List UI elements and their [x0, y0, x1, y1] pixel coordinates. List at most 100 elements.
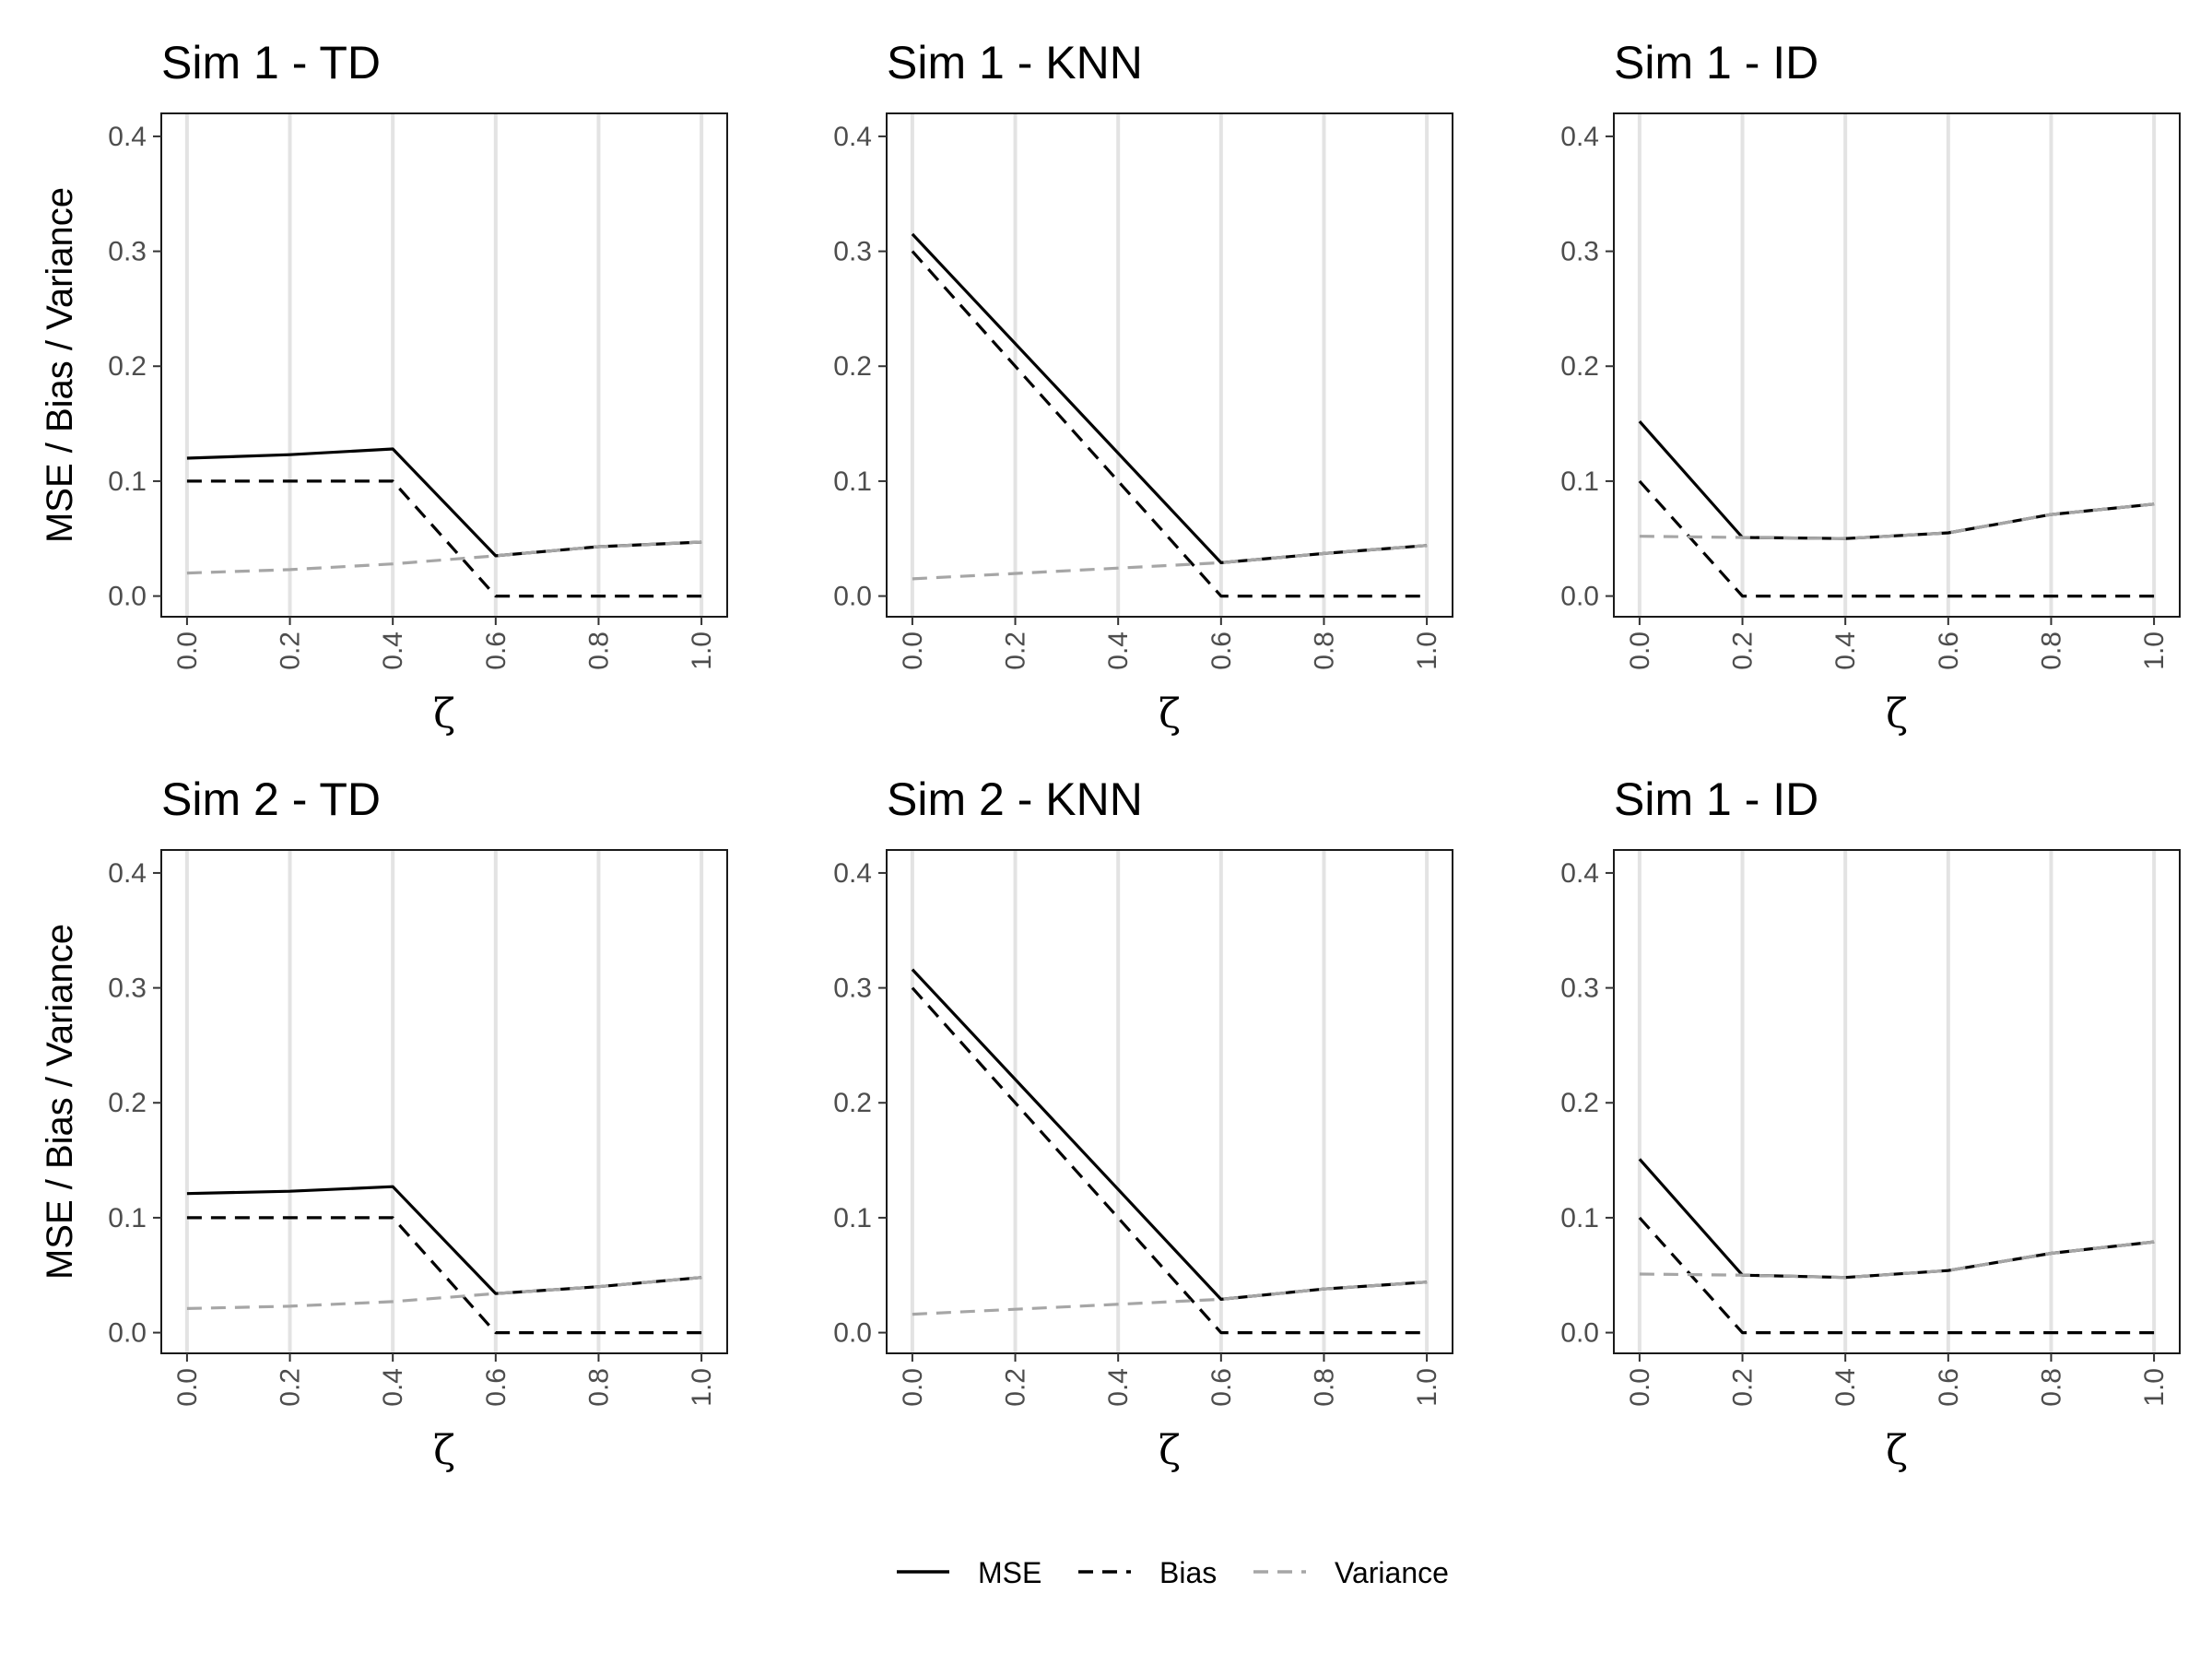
y-tick-label: 0.4 — [833, 858, 872, 889]
x-tick-label: 1.0 — [687, 1368, 717, 1407]
y-tick-label: 0.1 — [833, 1203, 872, 1233]
y-tick-label: 0.1 — [108, 1203, 147, 1233]
y-tick-label: 0.4 — [833, 122, 872, 152]
x-tick-label: 0.8 — [583, 631, 614, 670]
series-line-variance — [1639, 502, 2155, 540]
panel-title: Sim 2 - TD — [161, 773, 381, 825]
y-tick-label: 0.3 — [833, 974, 872, 1004]
y-tick-label: 0.2 — [108, 1088, 147, 1118]
series-line-bias — [1638, 1216, 2155, 1335]
x-tick-label: 0.8 — [583, 1368, 614, 1407]
x-tick-label: 0.2 — [276, 1368, 306, 1407]
x-axis-title: ζ — [433, 1427, 455, 1474]
x-tick-label: 0.2 — [1001, 631, 1031, 670]
y-axis-title: MSE / Bias / Variance — [40, 187, 80, 543]
x-tick-label: 0.8 — [2036, 1368, 2066, 1407]
x-tick-label: 0.6 — [1934, 631, 1964, 670]
x-axis-title: ζ — [1159, 690, 1181, 738]
series-line-mse — [186, 447, 702, 558]
y-tick-label: 0.1 — [1560, 1203, 1599, 1233]
x-tick-label: 0.4 — [1103, 1368, 1134, 1407]
panel-border — [160, 849, 728, 1354]
x-tick-label: 0.4 — [1830, 1368, 1861, 1407]
series-line-variance — [186, 1276, 702, 1310]
y-tick-label: 0.3 — [833, 237, 872, 267]
series-line-bias — [186, 479, 702, 598]
x-tick-label: 0.6 — [1206, 1368, 1237, 1407]
panel-2: 0.0 0.1 0.2 0.3 0.4 0.0 0.2 0.4 0.6 0.8 1.0 Sim 1 -… — [833, 37, 1453, 738]
panel-background — [887, 113, 1453, 617]
y-tick-label: 0.4 — [108, 858, 147, 889]
panel-title: Sim 1 - ID — [1614, 773, 1818, 825]
x-tick-label: 0.8 — [1309, 1368, 1339, 1407]
y-tick-label: 0.3 — [1560, 237, 1599, 267]
x-axis-title: ζ — [1159, 1427, 1181, 1474]
legend-label-variance: Variance — [1335, 1556, 1449, 1589]
x-tick-label: 0.0 — [1625, 1368, 1655, 1407]
y-axis-title: MSE / Bias / Variance — [40, 924, 80, 1280]
series-line-mse — [1638, 420, 2155, 540]
panel-4: 0.0 0.1 0.2 0.3 0.4 0.0 0.2 0.4 0.6 0.8 1.0 Sim 2 -… — [40, 773, 728, 1474]
panel-3: 0.0 0.1 0.2 0.3 0.4 0.0 0.2 0.4 0.6 0.8 1.0 Sim 1 -… — [1560, 37, 2181, 738]
series-line-mse — [186, 1185, 702, 1295]
x-tick-label: 1.0 — [687, 631, 717, 670]
x-tick-label: 0.0 — [898, 631, 928, 670]
panel-title: Sim 1 - TD — [161, 37, 381, 89]
panel-border — [886, 112, 1453, 618]
x-tick-label: 0.6 — [1934, 1368, 1964, 1407]
panel-background — [161, 113, 727, 617]
series-line-bias — [911, 250, 1428, 598]
x-tick-label: 0.0 — [172, 1368, 203, 1407]
x-tick-label: 0.0 — [172, 631, 203, 670]
panel-border — [1613, 849, 2181, 1354]
y-tick-label: 0.2 — [1560, 1088, 1599, 1118]
y-tick-label: 0.0 — [1560, 1318, 1599, 1349]
series-line-bias — [1638, 479, 2155, 598]
y-tick-label: 0.4 — [1560, 858, 1599, 889]
series-line-variance — [1639, 1240, 2155, 1280]
x-tick-label: 0.4 — [1103, 631, 1134, 670]
y-tick-label: 0.0 — [833, 1318, 872, 1349]
y-tick-label: 0.2 — [1560, 351, 1599, 382]
y-tick-label: 0.4 — [1560, 122, 1599, 152]
x-axis-title: ζ — [433, 690, 455, 738]
panel-6: 0.0 0.1 0.2 0.3 0.4 0.0 0.2 0.4 0.6 0.8 1.0 Sim 1 -… — [1560, 773, 2181, 1474]
x-tick-label: 0.2 — [276, 631, 306, 670]
legend-label-mse: MSE — [978, 1556, 1041, 1589]
y-tick-label: 0.1 — [1560, 466, 1599, 497]
legend-label-bias: Bias — [1159, 1556, 1217, 1589]
panel-1: 0.0 0.1 0.2 0.3 0.4 0.0 0.2 0.4 0.6 0.8 1.0 Sim 1 -… — [40, 37, 728, 738]
legend: MSE Bias Variance — [897, 1556, 1449, 1589]
x-tick-label: 0.8 — [1309, 631, 1339, 670]
series-line-variance — [186, 540, 702, 575]
x-tick-label: 1.0 — [2139, 1368, 2170, 1407]
y-tick-label: 0.0 — [108, 582, 147, 612]
y-tick-label: 0.0 — [833, 582, 872, 612]
panel-border — [160, 112, 728, 618]
panel-background — [1614, 113, 2180, 617]
x-tick-label: 0.4 — [378, 1368, 408, 1407]
panel-title: Sim 1 - KNN — [887, 37, 1143, 89]
y-tick-label: 0.3 — [1560, 974, 1599, 1004]
x-axis-title: ζ — [1886, 1427, 1908, 1474]
series-line-variance — [912, 1280, 1428, 1316]
series-line-bias — [186, 1216, 702, 1335]
x-tick-label: 0.4 — [1830, 631, 1861, 670]
y-tick-label: 0.1 — [108, 466, 147, 497]
panel-background — [887, 850, 1453, 1353]
panel-5: 0.0 0.1 0.2 0.3 0.4 0.0 0.2 0.4 0.6 0.8 1.0 Sim 2 -… — [833, 773, 1453, 1474]
x-tick-label: 0.2 — [1728, 1368, 1759, 1407]
panel-border — [886, 849, 1453, 1354]
x-tick-label: 0.6 — [481, 631, 512, 670]
x-tick-label: 0.8 — [2036, 631, 2066, 670]
y-tick-label: 0.3 — [108, 237, 147, 267]
panel-title: Sim 2 - KNN — [887, 773, 1143, 825]
series-line-bias — [911, 986, 1428, 1335]
x-tick-label: 0.0 — [1625, 631, 1655, 670]
x-tick-label: 0.2 — [1728, 631, 1759, 670]
y-tick-label: 0.4 — [108, 122, 147, 152]
x-tick-label: 1.0 — [1412, 1368, 1442, 1407]
x-tick-label: 0.2 — [1001, 1368, 1031, 1407]
x-tick-label: 0.6 — [1206, 631, 1237, 670]
